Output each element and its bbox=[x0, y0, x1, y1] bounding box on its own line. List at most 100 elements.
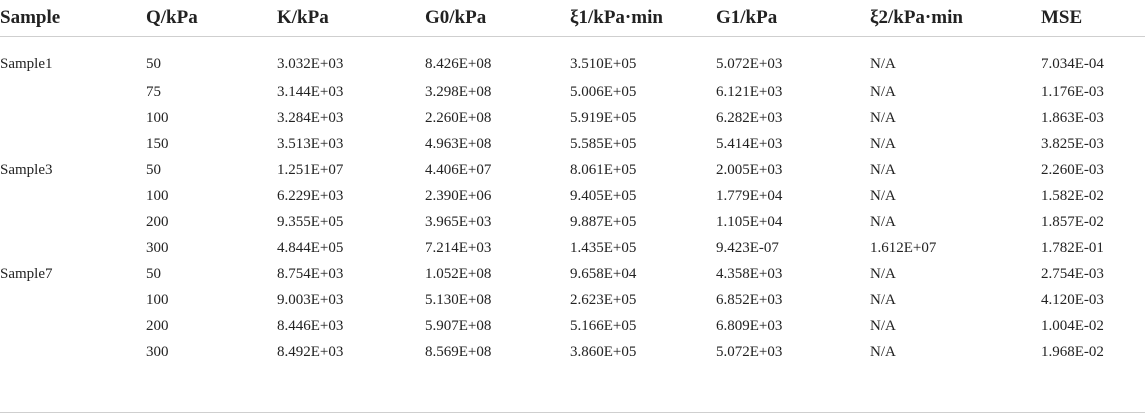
header-row: Sample Q/kPa K/kPa G0/kPa ξ1/kPa·min G1/… bbox=[0, 0, 1145, 37]
g1-cell: 5.414E+03 bbox=[716, 135, 783, 152]
xi1-cell: 5.919E+05 bbox=[570, 109, 637, 126]
sample-cell: Sample3 bbox=[0, 161, 53, 178]
results-table: Sample Q/kPa K/kPa G0/kPa ξ1/kPa·min G1/… bbox=[0, 0, 1145, 373]
g0-cell: 3.298E+08 bbox=[425, 83, 492, 100]
table-row: 300 4.844E+05 7.214E+03 1.435E+05 9.423E-07 1… bbox=[0, 235, 1145, 261]
table-row: Sample7 50 8.754E+03 1.052E+08 9.658E+04 4.35… bbox=[0, 261, 1145, 287]
g0-cell: 5.130E+08 bbox=[425, 291, 492, 308]
k-cell: 8.754E+03 bbox=[277, 265, 344, 282]
mse-cell: 2.754E-03 bbox=[1041, 265, 1104, 282]
k-cell: 3.513E+03 bbox=[277, 135, 344, 152]
header-g1: G1/kPa bbox=[716, 0, 870, 37]
data-table-container: Sample Q/kPa K/kPa G0/kPa ξ1/kPa·min G1/… bbox=[0, 0, 1145, 373]
xi2-cell: N/A bbox=[870, 109, 896, 126]
g0-cell: 3.965E+03 bbox=[425, 213, 492, 230]
g1-cell: 6.852E+03 bbox=[716, 291, 783, 308]
q-cell: 50 bbox=[146, 55, 161, 72]
sample-cell bbox=[0, 79, 146, 105]
xi1-cell: 1.435E+05 bbox=[570, 239, 637, 256]
header-sample: Sample bbox=[0, 0, 146, 37]
table-row: 200 9.355E+05 3.965E+03 9.887E+05 1.105E+04 N… bbox=[0, 209, 1145, 235]
xi2-cell: 1.612E+07 bbox=[870, 239, 937, 256]
xi1-cell: 5.166E+05 bbox=[570, 317, 637, 334]
k-cell: 9.003E+03 bbox=[277, 291, 344, 308]
q-cell: 300 bbox=[146, 343, 169, 360]
xi1-cell: 9.405E+05 bbox=[570, 187, 637, 204]
q-cell: 300 bbox=[146, 239, 169, 256]
g1-cell: 2.005E+03 bbox=[716, 161, 783, 178]
mse-cell: 1.582E-02 bbox=[1041, 187, 1104, 204]
xi2-cell: N/A bbox=[870, 343, 896, 360]
table-row: Sample3 50 1.251E+07 4.406E+07 8.061E+05 2.00… bbox=[0, 157, 1145, 183]
g1-cell: 1.779E+04 bbox=[716, 187, 783, 204]
q-cell: 200 bbox=[146, 317, 169, 334]
g0-cell: 2.390E+06 bbox=[425, 187, 492, 204]
table-bottom-rule bbox=[0, 412, 1145, 413]
table-row: 100 6.229E+03 2.390E+06 9.405E+05 1.779E+04 N… bbox=[0, 183, 1145, 209]
xi1-cell: 2.623E+05 bbox=[570, 291, 637, 308]
sample-cell: Sample7 bbox=[0, 265, 53, 282]
table-row: Sample1 50 3.032E+03 8.426E+08 3.510E+05 5.07… bbox=[0, 37, 1145, 80]
xi1-cell: 9.887E+05 bbox=[570, 213, 637, 230]
k-cell: 4.844E+05 bbox=[277, 239, 344, 256]
table-row: 75 3.144E+03 3.298E+08 5.006E+05 6.121E+03 N/… bbox=[0, 79, 1145, 105]
g1-cell: 9.423E-07 bbox=[716, 239, 779, 256]
q-cell: 100 bbox=[146, 187, 169, 204]
g0-cell: 8.569E+08 bbox=[425, 343, 492, 360]
g1-cell: 6.121E+03 bbox=[716, 83, 783, 100]
sample-cell bbox=[0, 235, 146, 261]
g1-cell: 1.105E+04 bbox=[716, 213, 783, 230]
g0-cell: 8.426E+08 bbox=[425, 55, 492, 72]
xi2-cell: N/A bbox=[870, 83, 896, 100]
mse-cell: 1.863E-03 bbox=[1041, 109, 1104, 126]
table-row: 300 8.492E+03 8.569E+08 3.860E+05 5.072E+03 N… bbox=[0, 339, 1145, 373]
sample-cell bbox=[0, 287, 146, 313]
q-cell: 150 bbox=[146, 135, 169, 152]
k-cell: 3.144E+03 bbox=[277, 83, 344, 100]
g0-cell: 7.214E+03 bbox=[425, 239, 492, 256]
header-xi2: ξ2/kPa·min bbox=[870, 0, 1041, 37]
g1-cell: 6.282E+03 bbox=[716, 109, 783, 126]
xi1-cell: 3.860E+05 bbox=[570, 343, 637, 360]
k-cell: 8.446E+03 bbox=[277, 317, 344, 334]
xi1-cell: 5.585E+05 bbox=[570, 135, 637, 152]
k-cell: 3.284E+03 bbox=[277, 109, 344, 126]
g1-cell: 6.809E+03 bbox=[716, 317, 783, 334]
q-cell: 100 bbox=[146, 109, 169, 126]
sample-cell bbox=[0, 131, 146, 157]
mse-cell: 3.825E-03 bbox=[1041, 135, 1104, 152]
mse-cell: 4.120E-03 bbox=[1041, 291, 1104, 308]
table-header: Sample Q/kPa K/kPa G0/kPa ξ1/kPa·min G1/… bbox=[0, 0, 1145, 37]
g1-cell: 5.072E+03 bbox=[716, 343, 783, 360]
g0-cell: 2.260E+08 bbox=[425, 109, 492, 126]
sample-cell bbox=[0, 183, 146, 209]
xi2-cell: N/A bbox=[870, 291, 896, 308]
k-cell: 6.229E+03 bbox=[277, 187, 344, 204]
xi2-cell: N/A bbox=[870, 317, 896, 334]
sample-cell bbox=[0, 339, 146, 373]
xi2-cell: N/A bbox=[870, 213, 896, 230]
k-cell: 3.032E+03 bbox=[277, 55, 344, 72]
g1-cell: 4.358E+03 bbox=[716, 265, 783, 282]
xi1-cell: 3.510E+05 bbox=[570, 55, 637, 72]
k-cell: 1.251E+07 bbox=[277, 161, 344, 178]
mse-cell: 1.968E-02 bbox=[1041, 343, 1104, 360]
g0-cell: 5.907E+08 bbox=[425, 317, 492, 334]
g0-cell: 4.963E+08 bbox=[425, 135, 492, 152]
header-xi1: ξ1/kPa·min bbox=[570, 0, 716, 37]
table-row: 150 3.513E+03 4.963E+08 5.585E+05 5.414E+03 N… bbox=[0, 131, 1145, 157]
xi2-cell: N/A bbox=[870, 55, 896, 72]
xi1-cell: 9.658E+04 bbox=[570, 265, 637, 282]
header-mse: MSE bbox=[1041, 0, 1145, 37]
sample-cell bbox=[0, 313, 146, 339]
mse-cell: 7.034E-04 bbox=[1041, 55, 1104, 72]
g1-cell: 5.072E+03 bbox=[716, 55, 783, 72]
table-row: 100 9.003E+03 5.130E+08 2.623E+05 6.852E+03 N… bbox=[0, 287, 1145, 313]
mse-cell: 1.857E-02 bbox=[1041, 213, 1104, 230]
g0-cell: 1.052E+08 bbox=[425, 265, 492, 282]
header-k: K/kPa bbox=[277, 0, 425, 37]
mse-cell: 1.004E-02 bbox=[1041, 317, 1104, 334]
mse-cell: 1.782E-01 bbox=[1041, 239, 1104, 256]
xi1-cell: 8.061E+05 bbox=[570, 161, 637, 178]
mse-cell: 2.260E-03 bbox=[1041, 161, 1104, 178]
